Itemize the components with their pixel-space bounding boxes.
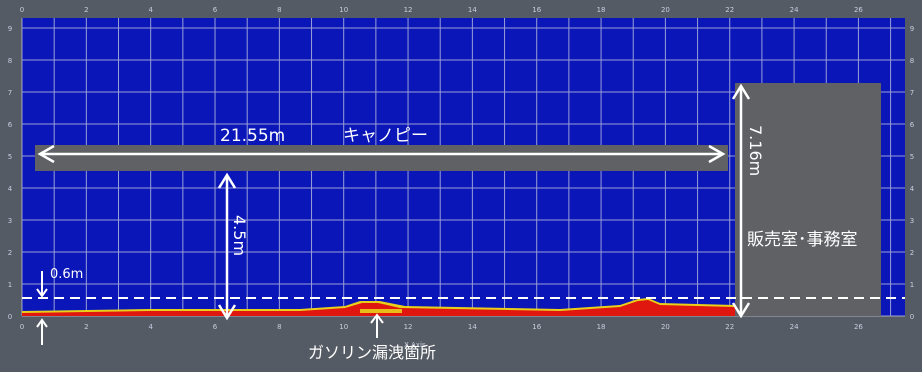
y-tick-label: 3 bbox=[8, 217, 12, 225]
canopy-height-label: 4.5m bbox=[230, 215, 249, 256]
y-tick-label: 0 bbox=[910, 313, 914, 321]
x-tick-label: 20 bbox=[661, 6, 670, 14]
y-tick-label: 0 bbox=[8, 313, 12, 321]
x-tick-label: 14 bbox=[468, 6, 477, 14]
y-tick-label: 7 bbox=[910, 89, 914, 97]
gasoline-pool bbox=[360, 309, 402, 313]
x-tick-label: 2 bbox=[84, 323, 88, 331]
building-structure bbox=[735, 83, 881, 316]
x-tick-label: 4 bbox=[148, 6, 153, 14]
x-tick-label: 10 bbox=[339, 6, 348, 14]
y-tick-label: 2 bbox=[8, 249, 12, 257]
y-tick-label: 2 bbox=[910, 249, 914, 257]
canopy-width-arrow bbox=[37, 144, 726, 164]
x-tick-label: 12 bbox=[404, 323, 413, 331]
x-tick-label: 22 bbox=[725, 323, 734, 331]
x-tick-label: 14 bbox=[468, 323, 477, 331]
canopy-width-label: 21.55m bbox=[220, 126, 285, 146]
x-tick-label: 16 bbox=[532, 323, 541, 331]
x-tick-label: 0 bbox=[20, 323, 24, 331]
leak-point-arrow bbox=[370, 313, 384, 338]
canopy-label: キャノピー bbox=[343, 126, 428, 146]
y-tick-label: 1 bbox=[910, 281, 914, 289]
x-tick-label: 18 bbox=[597, 6, 606, 14]
x-tick-label: 24 bbox=[790, 323, 799, 331]
y-tick-labels-right: 0 1 2 3 4 5 6 7 8 9 bbox=[910, 25, 915, 321]
x-tick-label: 16 bbox=[532, 6, 541, 14]
x-tick-label: 26 bbox=[854, 6, 863, 14]
y-tick-label: 5 bbox=[8, 153, 12, 161]
building-height-label: 7.16m bbox=[746, 125, 765, 176]
x-tick-label: 20 bbox=[661, 323, 670, 331]
x-tick-label: 8 bbox=[277, 6, 281, 14]
y-tick-label: 6 bbox=[8, 121, 13, 129]
y-tick-label: 8 bbox=[910, 57, 914, 65]
building-height-arrow bbox=[731, 83, 751, 319]
y-tick-label: 9 bbox=[910, 25, 914, 33]
x-tick-label: 2 bbox=[84, 6, 88, 14]
leak-point-label: ガソリン漏洩箇所 bbox=[308, 343, 436, 362]
x-tick-labels-bottom: 0 2 4 6 8 10 12 14 16 18 20 22 24 26 bbox=[20, 323, 864, 331]
x-tick-label: 6 bbox=[213, 323, 218, 331]
x-tick-label: 6 bbox=[213, 6, 218, 14]
y-tick-label: 9 bbox=[8, 25, 12, 33]
y-tick-label: 3 bbox=[910, 217, 914, 225]
y-tick-label: 4 bbox=[8, 185, 13, 193]
canopy-height-arrow bbox=[217, 172, 237, 321]
x-tick-label: 22 bbox=[725, 6, 734, 14]
y-tick-labels-left: 0 1 2 3 4 5 6 7 8 9 bbox=[8, 25, 13, 321]
y-tick-label: 8 bbox=[8, 57, 12, 65]
threshold-arrows bbox=[36, 271, 48, 345]
x-tick-label: 18 bbox=[597, 323, 606, 331]
gasoline-layer bbox=[22, 300, 735, 316]
canopy-structure bbox=[35, 145, 728, 171]
y-tick-label: 4 bbox=[910, 185, 915, 193]
x-tick-label: 12 bbox=[404, 6, 413, 14]
y-tick-label: 6 bbox=[910, 121, 915, 129]
x-tick-label: 0 bbox=[20, 6, 24, 14]
x-tick-label: 8 bbox=[277, 323, 281, 331]
y-tick-label: 5 bbox=[910, 153, 914, 161]
building-label: 販売室･事務室 bbox=[747, 230, 858, 250]
x-tick-label: 24 bbox=[790, 6, 799, 14]
x-tick-label: 4 bbox=[148, 323, 153, 331]
x-tick-label: 26 bbox=[854, 323, 863, 331]
threshold-label: 0.6m bbox=[50, 267, 83, 282]
x-tick-labels-top: 0 2 4 6 8 10 12 14 16 18 20 22 24 26 bbox=[20, 6, 864, 14]
y-tick-label: 1 bbox=[8, 281, 12, 289]
y-tick-label: 7 bbox=[8, 89, 12, 97]
x-tick-label: 10 bbox=[339, 323, 348, 331]
x-axis-label: X Axis bbox=[404, 341, 426, 349]
